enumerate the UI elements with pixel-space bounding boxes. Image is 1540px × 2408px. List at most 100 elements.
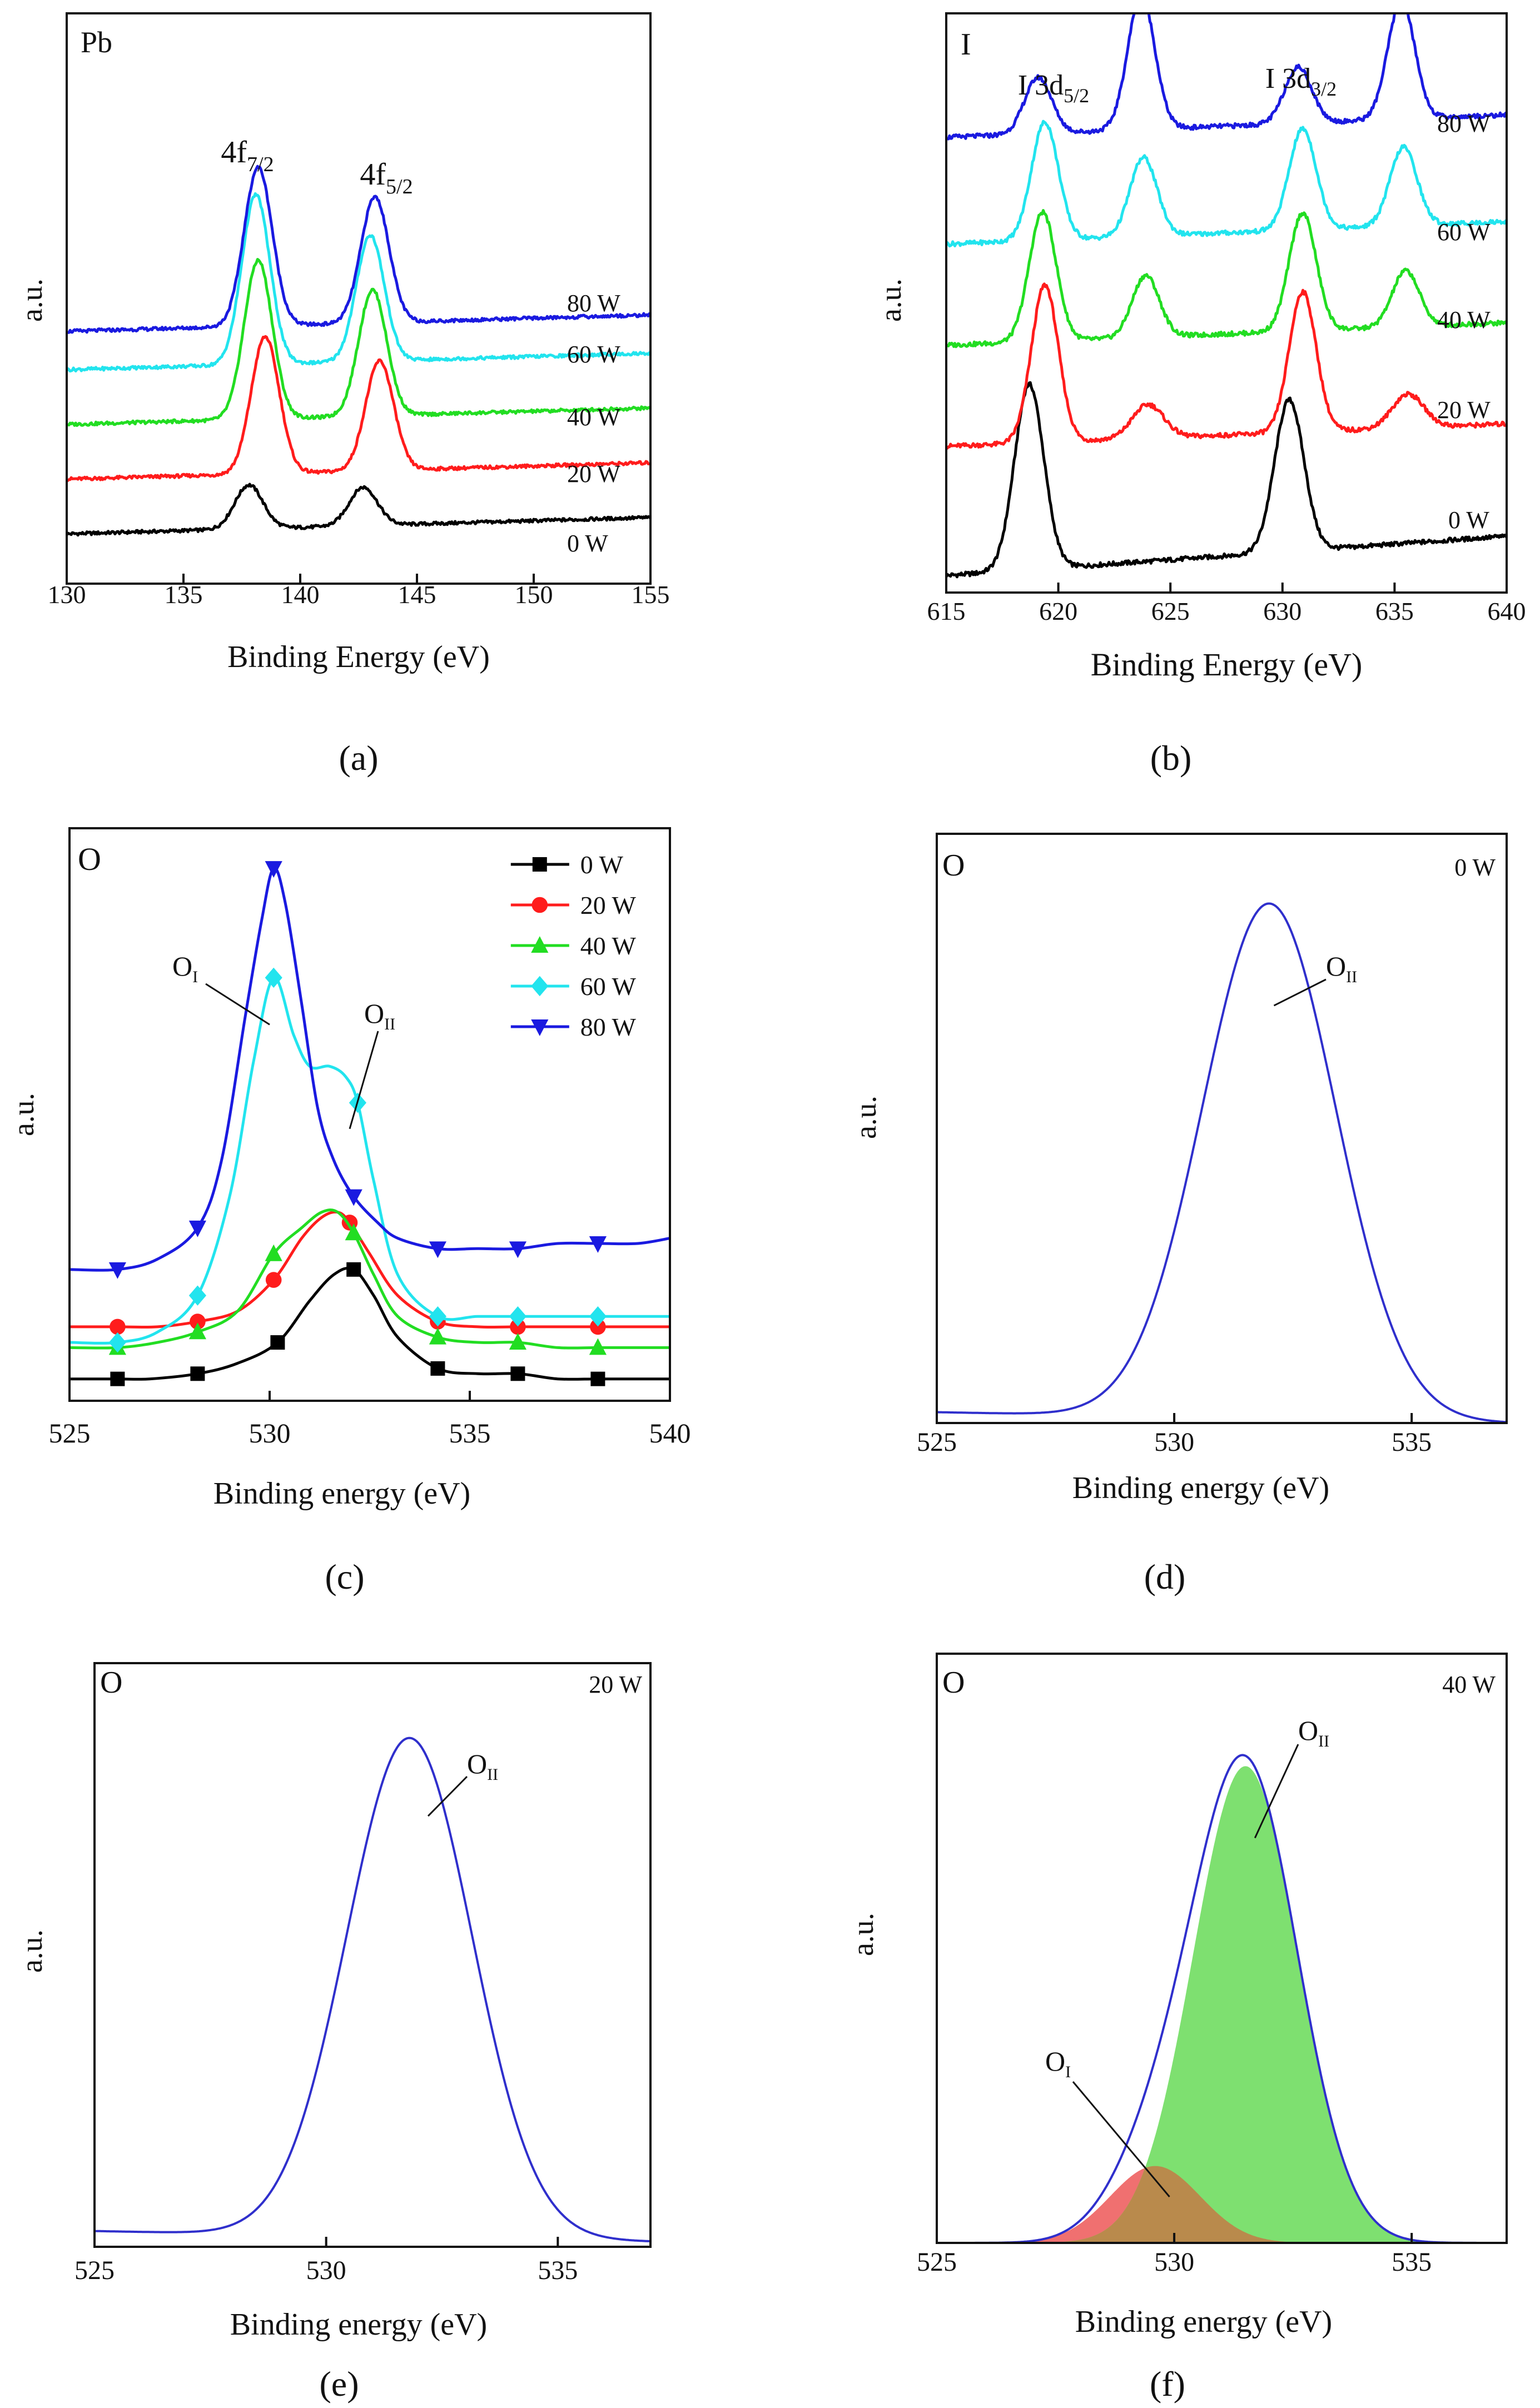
panel-a-peak-1-sub: 7/2 <box>247 153 274 176</box>
panel-c-marker-0w-2 <box>270 1335 285 1350</box>
panel-a-series-line-60w <box>67 192 650 373</box>
panel-d-x-tick-label-2: 535 <box>1392 1427 1432 1457</box>
panel-a-series-label-0w: 0 W <box>567 530 608 557</box>
panel-c-marker-60w-2 <box>265 967 282 988</box>
panel-f-power-label: 40 W <box>1442 1671 1496 1698</box>
panel-c-legend-marker-40w <box>531 936 549 953</box>
panel-e-annotation-0: OII <box>467 1748 498 1784</box>
panel-d-annotations: OII <box>1273 951 1357 1007</box>
panel-d-annotation-leader-0 <box>1273 978 1327 1007</box>
panel-a-caption: (a) <box>339 738 378 778</box>
panel-f-x-tick-label-2: 535 <box>1392 2247 1432 2277</box>
panel-c-marker-0w-3 <box>346 1262 361 1277</box>
panel-e-x-tick-label-1: 530 <box>306 2256 346 2285</box>
panel-c-marker-80w-0 <box>108 1262 126 1279</box>
panel-a-corner-label: Pb <box>81 26 112 59</box>
panel-a-x-tick-label-4: 150 <box>515 580 553 609</box>
panel-a-x-tick-label-2: 140 <box>281 580 320 609</box>
panel-c-marker-20w-0 <box>110 1319 126 1335</box>
svg-text:I 3d5/2: I 3d5/2 <box>1018 69 1089 107</box>
svg-text:4f7/2: 4f7/2 <box>221 135 274 176</box>
panel-c-marker-0w-1 <box>190 1366 205 1381</box>
panel-c-marker-80w-3 <box>345 1189 362 1206</box>
panel-a: Pb 4f7/2 4f5/2 80 W 60 W 40 W 20 W 0 W 1… <box>15 12 670 778</box>
panel-b-caption: (b) <box>1150 738 1192 778</box>
panel-e-x-tick-label-0: 525 <box>74 2256 115 2285</box>
panel-f-x-axis-title: Binding energy (eV) <box>1075 2305 1332 2339</box>
panel-c-marker-60w-1 <box>188 1285 206 1306</box>
panel-b: I I 3d5/2 I 3d3/2 80 W 60 W 40 W 20 W 0 … <box>874 12 1526 778</box>
panel-b-x-tick-label-2: 625 <box>1151 597 1190 625</box>
panel-b-x-axis-title: Binding Energy (eV) <box>1091 646 1363 683</box>
panel-c-marker-20w-5 <box>510 1319 526 1335</box>
panel-c-legend-label-0w: 0 W <box>580 850 624 879</box>
panel-c-marker-80w-2 <box>265 861 282 878</box>
panel-c-annotation-1-sub: II <box>384 1015 395 1033</box>
panel-c-corner-label: O <box>78 841 101 877</box>
panel-a-series-label-80w: 80 W <box>567 290 620 317</box>
panel-c-series-line-80w <box>69 867 670 1272</box>
panel-c-marker-60w-0 <box>108 1332 126 1353</box>
panel-a-series-label-40w: 40 W <box>567 404 620 431</box>
panel-c-x-ticks: 525 530 535 540 <box>49 1391 691 1449</box>
panel-c-x-tick-label-0: 525 <box>49 1417 91 1449</box>
panel-c-marker-0w-5 <box>510 1366 525 1381</box>
panel-d-annotation-0-sub: II <box>1346 968 1357 986</box>
panel-c-marker-40w-4 <box>429 1327 446 1345</box>
panel-a-x-tick-label-0: 130 <box>48 580 86 609</box>
panel-e-fit-line <box>95 1737 650 2242</box>
panel-c-marker-80w-6 <box>589 1236 607 1253</box>
panel-f-caption: (f) <box>1150 2364 1185 2404</box>
panel-c-marker-40w-3 <box>345 1223 362 1241</box>
panel-b-corner-label: I <box>961 27 971 62</box>
panel-e: O 20 W OII 525 530 535 Binding energy (eV)… <box>15 1662 652 2404</box>
panel-b-series-line-60w <box>946 120 1507 248</box>
panel-b-series-label-0w: 0 W <box>1448 506 1489 534</box>
panel-e-y-axis-title: a.u. <box>15 1929 48 1973</box>
panel-c-marker-40w-6 <box>589 1338 607 1355</box>
panel-e-annotation-0-base: O <box>467 1748 487 1779</box>
panel-e-corner-label: O <box>100 1665 122 1700</box>
panel-d-annotation-0: OII <box>1326 951 1357 986</box>
panel-f-x-tick-label-1: 530 <box>1154 2247 1194 2277</box>
panel-b-peak-1-base: I 3d <box>1018 69 1064 101</box>
panel-b-x-tick-label-4: 635 <box>1375 597 1414 625</box>
panel-c-annotation-0: OI <box>172 951 198 986</box>
panel-a-peak-2-base: 4f <box>360 157 386 192</box>
panel-f-corner-label: O <box>942 1665 965 1700</box>
panel-b-peak-2-base: I 3d <box>1265 63 1311 94</box>
panel-c-marker-20w-1 <box>190 1314 206 1330</box>
panel-f-annotation-leader-0 <box>1254 1744 1299 1839</box>
panel-a-peak-1-base: 4f <box>221 135 247 170</box>
panel-a-series-line-20w <box>67 335 650 482</box>
panel-a-x-tick-label-3: 145 <box>398 580 436 609</box>
panel-c-marker-60w-4 <box>429 1306 446 1327</box>
panel-d-x-tick-label-0: 525 <box>917 1427 957 1457</box>
panel-c-marker-0w-6 <box>590 1371 605 1386</box>
panel-c-marker-40w-2 <box>265 1244 282 1261</box>
panel-b-series <box>946 13 1507 579</box>
panel-b-series-label-20w: 20 W <box>1437 396 1491 424</box>
panel-e-frame <box>93 1662 652 2248</box>
panel-d-power-label: 0 W <box>1454 854 1496 881</box>
panel-c-annotation-0-sub: I <box>192 968 198 986</box>
panel-d-caption: (d) <box>1144 1557 1186 1596</box>
panel-e-series <box>95 1737 650 2242</box>
panel-a-series-line-40w <box>67 258 650 427</box>
panel-b-x-ticks: 615 620 625 630 635 640 <box>927 583 1526 625</box>
panel-c-marker-60w-6 <box>589 1306 607 1327</box>
panel-c-marker-40w-1 <box>188 1322 206 1340</box>
panel-b-series-label-80w: 80 W <box>1437 110 1491 137</box>
panel-d-corner-label: O <box>942 848 965 883</box>
panel-a-peak-2-sub: 5/2 <box>386 175 413 198</box>
panel-a-x-tick-label-1: 135 <box>165 580 203 609</box>
panel-e-x-tick-label-2: 535 <box>538 2256 578 2285</box>
panel-e-x-axis-title: Binding energy (eV) <box>230 2307 487 2342</box>
panel-a-peak-label-2: 4f5/2 <box>360 157 413 198</box>
panel-c-legend-marker-80w <box>531 1019 549 1036</box>
panel-c-series-line-0w <box>69 1266 670 1381</box>
panel-a-series-label-60w: 60 W <box>567 341 620 368</box>
